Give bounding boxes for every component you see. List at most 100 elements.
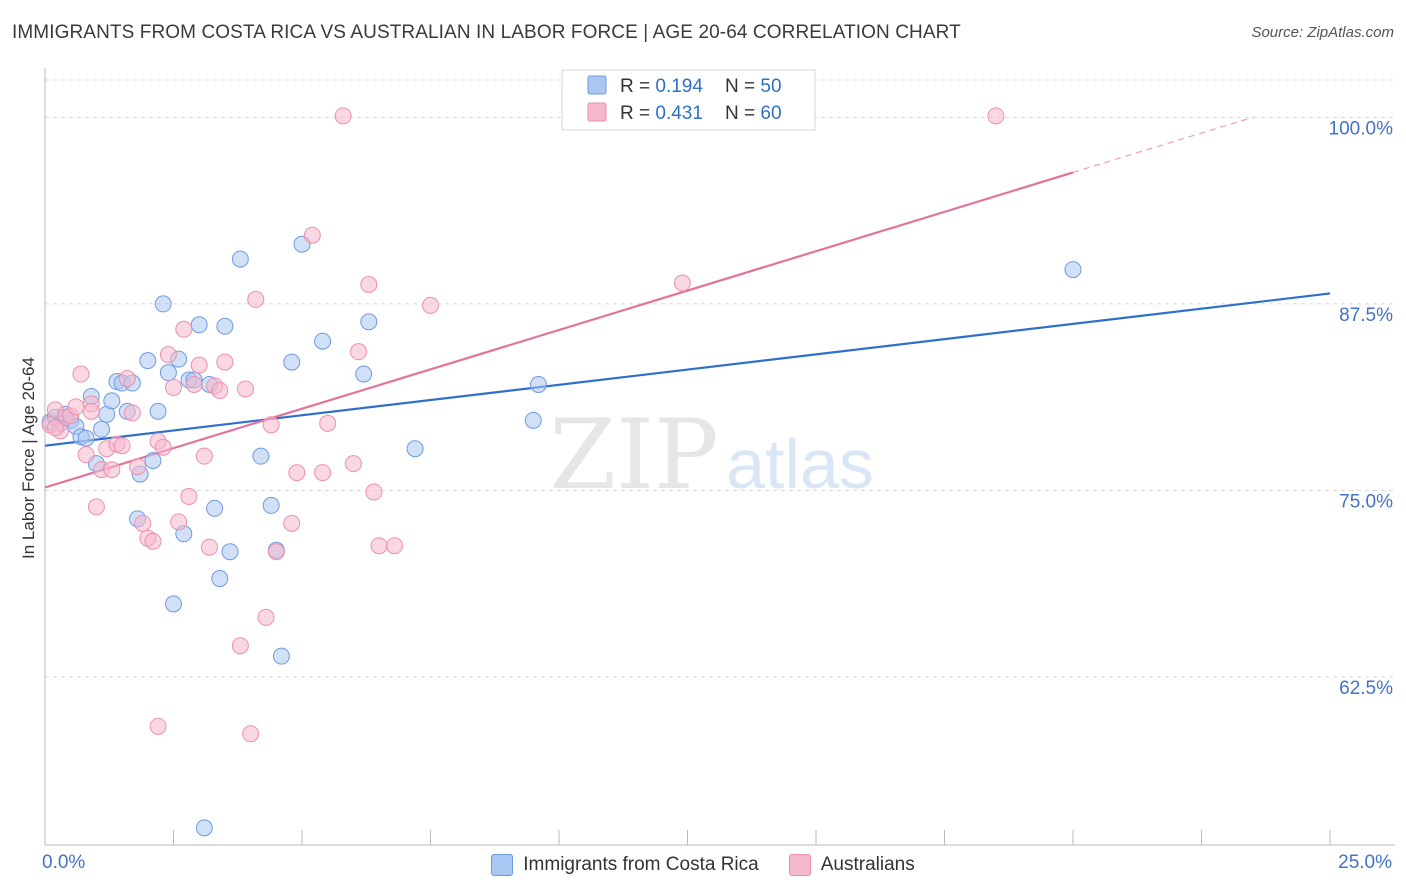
- y-axis-label: In Labor Force | Age 20-64: [19, 357, 38, 559]
- point-australians: [987, 107, 1005, 125]
- legend-swatch-pink: [587, 102, 607, 122]
- point-australians: [236, 380, 254, 398]
- point-australians: [129, 458, 147, 476]
- point-australians: [144, 532, 162, 550]
- point-costa-rica: [406, 440, 424, 458]
- legend-item-australians: Australians: [788, 854, 915, 876]
- point-costa-rica: [93, 420, 111, 438]
- point-australians: [360, 275, 378, 293]
- point-costa-rica: [252, 447, 270, 465]
- point-australians: [113, 437, 131, 455]
- point-australians: [257, 608, 275, 626]
- point-costa-rica: [221, 543, 239, 561]
- grid-lines: [45, 79, 1395, 678]
- point-australians: [185, 376, 203, 394]
- point-australians: [87, 498, 105, 516]
- point-australians: [314, 464, 332, 482]
- point-australians: [159, 346, 177, 364]
- point-costa-rica: [272, 647, 290, 665]
- legend-n-label-1: N =: [725, 76, 760, 97]
- trend-line-costa-rica: [44, 292, 1331, 447]
- legend-swatch-blue: [587, 75, 607, 95]
- point-australians: [303, 226, 321, 244]
- series-legend: Immigrants from Costa Rica Australians: [0, 850, 1406, 880]
- point-australians: [134, 514, 152, 532]
- point-costa-rica: [314, 332, 332, 350]
- watermark-zip: ZIP: [549, 399, 718, 511]
- point-australians: [175, 320, 193, 338]
- legend-n-value-1: 50: [760, 76, 781, 97]
- point-australians: [211, 381, 229, 399]
- point-costa-rica: [360, 313, 378, 331]
- correlation-legend: R = 0.194 N = 50 R = 0.431 N = 60: [561, 69, 816, 131]
- point-australians: [195, 447, 213, 465]
- point-costa-rica: [1064, 261, 1082, 279]
- point-australians: [386, 537, 404, 555]
- point-australians: [200, 538, 218, 556]
- y-tick-label: 62.5%: [1339, 678, 1393, 699]
- legend-label-costa-rica: Immigrants from Costa Rica: [523, 854, 759, 875]
- point-australians: [350, 343, 368, 361]
- y-tick-labels: 62.5% 75.0% 87.5% 100.0%: [1329, 118, 1394, 699]
- point-costa-rica: [77, 429, 95, 447]
- legend-n-label-2: N =: [725, 103, 760, 124]
- point-costa-rica: [165, 595, 182, 613]
- trend-lines: [44, 116, 1331, 489]
- point-australians: [216, 353, 234, 371]
- legend-n-value-2: 60: [760, 103, 781, 124]
- point-australians: [180, 487, 198, 505]
- legend-r-value-2: 0.431: [655, 103, 703, 124]
- svg-text:N = 60: N = 60: [725, 103, 782, 124]
- point-australians: [103, 461, 121, 479]
- point-costa-rica: [103, 392, 121, 410]
- svg-text:N = 50: N = 50: [725, 76, 782, 97]
- legend-r-label-1: R =: [620, 76, 655, 97]
- trend-line-australians-extension: [1072, 116, 1254, 174]
- axes: [44, 68, 1395, 846]
- point-australians: [673, 274, 691, 292]
- point-costa-rica: [144, 452, 162, 470]
- point-costa-rica: [190, 316, 208, 334]
- point-australians: [170, 513, 188, 531]
- legend-swatch-australians: [788, 854, 811, 876]
- point-costa-rica: [154, 295, 172, 313]
- legend-r-value-1: 0.194: [655, 76, 703, 97]
- point-costa-rica: [195, 819, 213, 837]
- point-australians: [267, 543, 285, 561]
- point-costa-rica: [231, 250, 249, 268]
- point-australians: [365, 483, 383, 501]
- point-australians: [72, 365, 90, 383]
- point-costa-rica: [283, 353, 301, 371]
- point-australians: [149, 717, 167, 735]
- svg-text:R = 0.194: R = 0.194: [620, 76, 703, 97]
- point-costa-rica: [139, 352, 157, 370]
- point-costa-rica: [211, 570, 229, 588]
- point-australians: [247, 290, 265, 308]
- point-australians: [118, 370, 136, 388]
- point-australians: [165, 378, 182, 396]
- legend-r-label-2: R =: [620, 103, 655, 124]
- legend-label-australians: Australians: [820, 854, 915, 875]
- point-australians: [288, 464, 306, 482]
- watermark-atlas: atlas: [726, 425, 874, 503]
- chart-title: IMMIGRANTS FROM COSTA RICA VS AUSTRALIAN…: [12, 22, 961, 43]
- point-costa-rica: [262, 496, 280, 514]
- point-australians: [67, 398, 85, 416]
- point-australians: [190, 356, 208, 374]
- point-australians: [154, 438, 172, 456]
- point-australians: [334, 107, 352, 125]
- x-tick-label-min: 0.0%: [42, 852, 86, 873]
- point-australians: [242, 725, 260, 743]
- source-label: Source: ZipAtlas.com: [1251, 24, 1394, 41]
- point-australians: [344, 455, 362, 473]
- point-costa-rica: [529, 376, 547, 394]
- point-australians: [231, 637, 249, 655]
- point-costa-rica: [149, 402, 167, 420]
- point-australians: [370, 537, 388, 555]
- y-tick-label: 87.5%: [1339, 305, 1393, 326]
- data-points: [41, 107, 1082, 837]
- point-australians: [262, 416, 280, 434]
- y-tick-label: 100.0%: [1329, 118, 1394, 139]
- y-tick-label: 75.0%: [1339, 491, 1393, 512]
